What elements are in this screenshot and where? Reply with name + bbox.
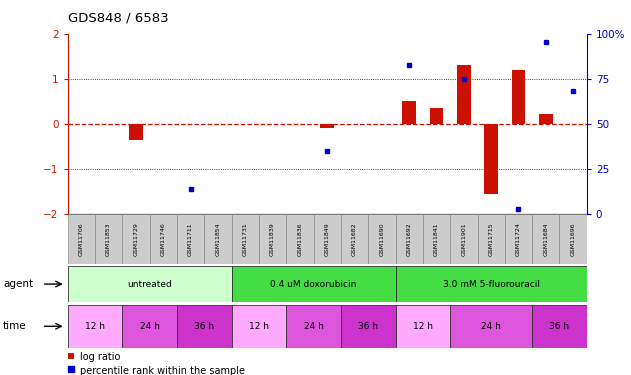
Text: GSM11706: GSM11706: [79, 222, 84, 256]
Text: GSM11836: GSM11836: [297, 222, 302, 256]
Bar: [150, 214, 177, 264]
Bar: [532, 214, 560, 264]
Bar: [68, 352, 74, 359]
Bar: [259, 214, 286, 264]
Bar: [204, 214, 232, 264]
Text: GSM11692: GSM11692: [406, 222, 411, 256]
Text: GSM11849: GSM11849: [325, 222, 329, 256]
Bar: [485, 124, 498, 194]
Text: GSM11696: GSM11696: [570, 222, 575, 256]
Text: GSM11682: GSM11682: [352, 222, 357, 256]
Text: 36 h: 36 h: [550, 322, 570, 331]
Bar: [314, 214, 341, 264]
Text: 24 h: 24 h: [139, 322, 160, 331]
Bar: [286, 304, 341, 348]
Bar: [368, 214, 396, 264]
Text: GSM11729: GSM11729: [133, 222, 138, 256]
Text: GSM11711: GSM11711: [188, 222, 193, 256]
Text: 36 h: 36 h: [358, 322, 378, 331]
Bar: [532, 304, 587, 348]
Bar: [68, 266, 232, 302]
Text: GSM11901: GSM11901: [461, 222, 466, 256]
Text: percentile rank within the sample: percentile rank within the sample: [80, 366, 245, 375]
Bar: [478, 214, 505, 264]
Text: 12 h: 12 h: [249, 322, 269, 331]
Text: agent: agent: [3, 279, 33, 289]
Bar: [122, 214, 150, 264]
Bar: [396, 266, 587, 302]
Bar: [430, 108, 444, 124]
Text: 24 h: 24 h: [304, 322, 324, 331]
Text: GDS848 / 6583: GDS848 / 6583: [68, 11, 168, 24]
Bar: [177, 304, 232, 348]
Text: GSM11854: GSM11854: [215, 222, 220, 256]
Text: GSM11853: GSM11853: [106, 222, 111, 256]
Bar: [450, 214, 478, 264]
Text: 12 h: 12 h: [85, 322, 105, 331]
Text: time: time: [3, 321, 27, 331]
Bar: [341, 304, 396, 348]
Bar: [232, 304, 286, 348]
Text: untreated: untreated: [127, 280, 172, 289]
Bar: [68, 214, 95, 264]
Text: log ratio: log ratio: [80, 352, 121, 362]
Text: GSM11684: GSM11684: [543, 222, 548, 256]
Bar: [341, 214, 368, 264]
Text: GSM11746: GSM11746: [161, 222, 166, 256]
Text: 0.4 uM doxorubicin: 0.4 uM doxorubicin: [270, 280, 357, 289]
Bar: [423, 214, 450, 264]
Bar: [505, 214, 532, 264]
Bar: [539, 114, 553, 124]
Bar: [129, 124, 143, 140]
Text: GSM11724: GSM11724: [516, 222, 521, 256]
Bar: [122, 304, 177, 348]
Text: 3.0 mM 5-fluorouracil: 3.0 mM 5-fluorouracil: [443, 280, 540, 289]
Bar: [512, 70, 526, 124]
Bar: [403, 101, 416, 124]
Bar: [450, 304, 532, 348]
Bar: [396, 214, 423, 264]
Bar: [232, 214, 259, 264]
Bar: [68, 304, 122, 348]
Text: GSM11841: GSM11841: [434, 222, 439, 256]
Text: 24 h: 24 h: [481, 322, 501, 331]
Text: GSM11715: GSM11715: [488, 222, 493, 256]
Bar: [457, 65, 471, 124]
Bar: [177, 214, 204, 264]
Bar: [321, 124, 334, 128]
Text: GSM11839: GSM11839: [270, 222, 275, 256]
Text: 12 h: 12 h: [413, 322, 433, 331]
Bar: [95, 214, 122, 264]
Bar: [560, 214, 587, 264]
Text: GSM11731: GSM11731: [243, 222, 248, 256]
Text: GSM11690: GSM11690: [379, 222, 384, 256]
Bar: [396, 304, 450, 348]
Bar: [286, 214, 314, 264]
Bar: [232, 266, 396, 302]
Text: 36 h: 36 h: [194, 322, 215, 331]
